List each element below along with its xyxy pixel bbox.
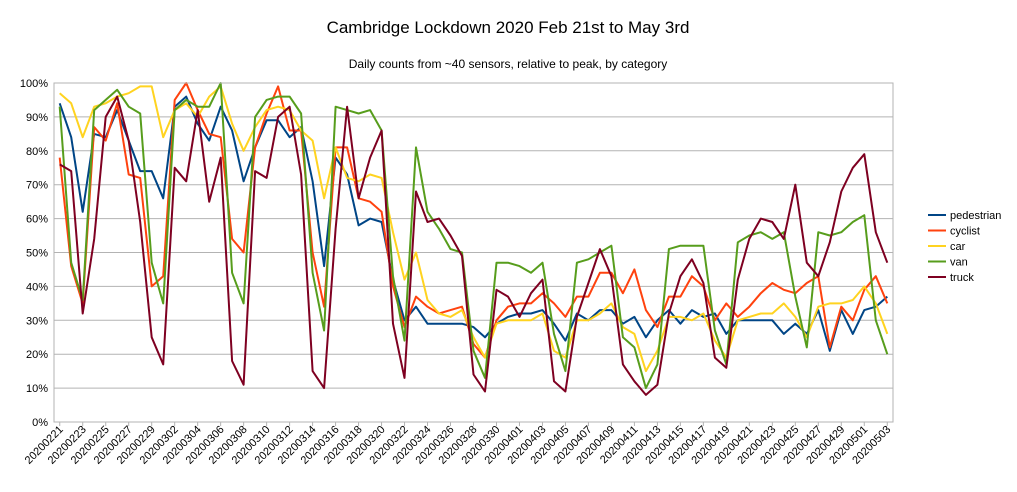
y-tick-label: 90%	[26, 112, 48, 124]
legend-label: truck	[950, 272, 974, 284]
x-axis: 2020022120200223202002252020022720200229…	[23, 422, 893, 467]
chart-title: Cambridge Lockdown 2020 Feb 21st to May …	[327, 18, 690, 37]
y-tick-label: 60%	[26, 214, 48, 226]
y-tick-label: 80%	[26, 146, 48, 158]
y-axis: 0% 10% 20% 30% 40% 50% 60% 70% 80% 90% 100%	[20, 78, 48, 429]
legend-item-car: car	[928, 241, 966, 253]
series-line-van	[58, 82, 889, 390]
legend: pedestrian cyclist car van truck	[928, 210, 1001, 284]
series-lines	[58, 82, 889, 396]
y-tick-label: 50%	[26, 248, 48, 260]
legend-label: car	[950, 241, 966, 253]
series-line-truck	[59, 95, 889, 396]
y-tick-label: 10%	[26, 383, 48, 395]
chart-subtitle: Daily counts from ~40 sensors, relative …	[349, 57, 668, 71]
legend-item-cyclist: cyclist	[928, 226, 980, 238]
y-tick-label: 30%	[26, 315, 48, 327]
y-tick-label: 100%	[20, 78, 48, 90]
y-tick-label: 20%	[26, 349, 48, 361]
legend-label: van	[950, 257, 968, 269]
y-tick-label: 70%	[26, 180, 48, 192]
legend-item-truck: truck	[928, 272, 974, 284]
legend-label: pedestrian	[950, 210, 1001, 222]
y-tick-label: 40%	[26, 281, 48, 293]
y-tick-label: 0%	[32, 417, 48, 429]
legend-label: cyclist	[950, 226, 980, 238]
series-line-pedestrian	[58, 95, 888, 352]
legend-item-van: van	[928, 257, 968, 269]
legend-item-pedestrian: pedestrian	[928, 210, 1001, 222]
plot-frame	[53, 82, 894, 423]
